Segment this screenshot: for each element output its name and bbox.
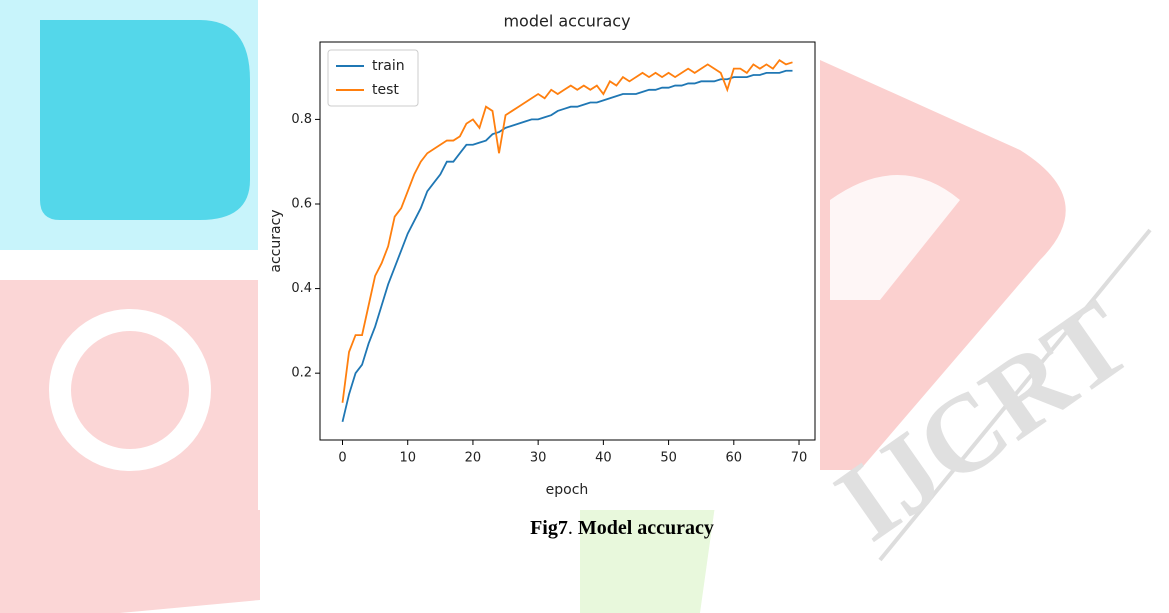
x-tick-label: 60 — [726, 451, 743, 466]
line-series — [341, 69, 793, 423]
x-axis-label: epoch — [546, 482, 589, 498]
chart: model accuracy epoch accuracy 0 10 20 30 40 5… — [268, 12, 816, 498]
watermark-shape — [820, 60, 1066, 470]
caption: Fig7. Model accuracy — [530, 517, 714, 539]
watermark-shape — [49, 309, 211, 471]
chart-title: model accuracy — [503, 12, 630, 31]
y-tick-label: 0.4 — [291, 281, 312, 296]
x-tick-label: 70 — [791, 451, 808, 466]
x-tick-label: 40 — [595, 451, 612, 466]
y-tick-label: 0.6 — [291, 196, 312, 211]
watermark-shape — [40, 20, 250, 220]
x-tick-label: 50 — [660, 451, 677, 466]
x-tick-label: 30 — [530, 451, 547, 466]
caption-separator: . — [568, 517, 573, 539]
legend-label: train — [372, 58, 405, 74]
line-series — [341, 58, 793, 403]
legend-box — [327, 49, 419, 107]
watermark-shape — [878, 228, 1152, 562]
x-tick-label: 20 — [465, 451, 482, 466]
watermark-shape — [830, 175, 960, 300]
caption-label: Fig7 — [530, 517, 568, 539]
plot-frame — [319, 41, 816, 441]
y-tick-label: 0.8 — [291, 112, 312, 127]
legend-label: test — [372, 82, 399, 98]
x-tick-label: 0 — [338, 451, 346, 466]
y-axis-label: accuracy — [268, 209, 284, 272]
caption-text: Model accuracy — [578, 517, 714, 539]
y-tick-label: 0.2 — [291, 366, 312, 381]
x-tick-label: 10 — [399, 451, 416, 466]
